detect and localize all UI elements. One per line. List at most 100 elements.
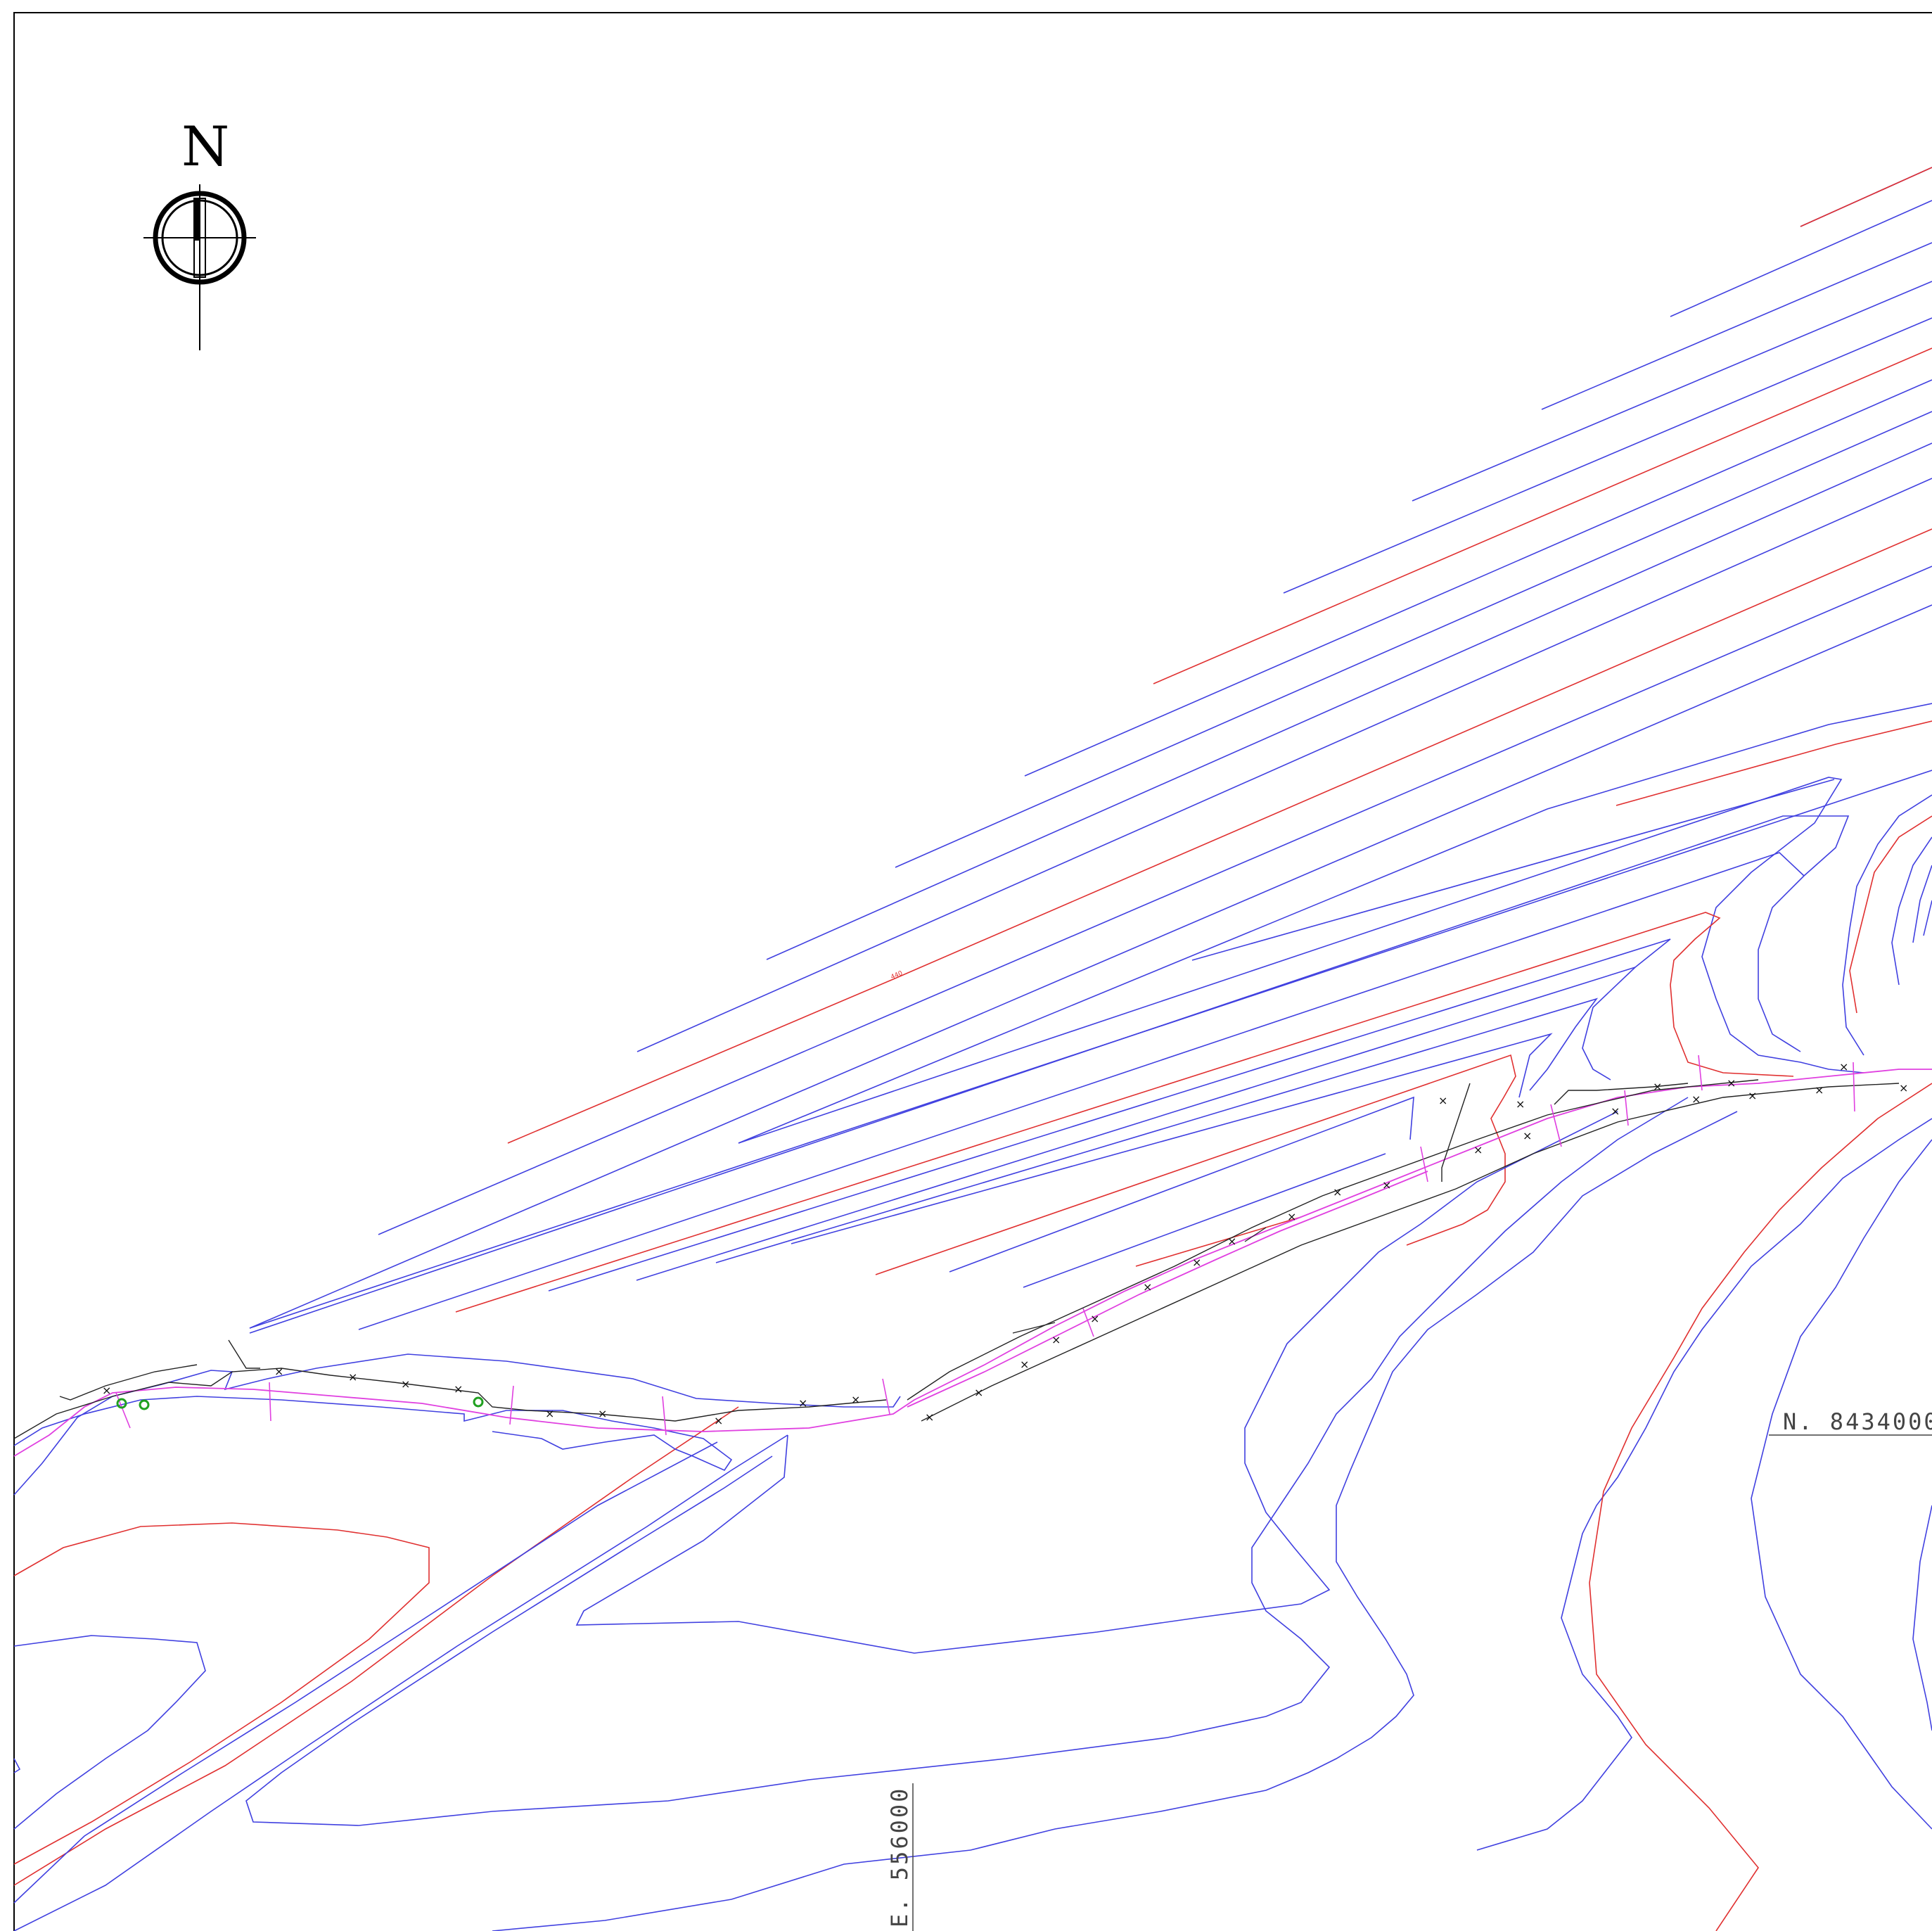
svg-text:×: ×: [274, 1365, 283, 1378]
fence-markers: ×× × × ×× ××× ××× ××× ××× ××× ××× ××× ××× …: [102, 1060, 1908, 1427]
contour-line: [715, 998, 1599, 1263]
contour-line: [791, 1033, 1553, 1244]
fence-line: [1554, 1083, 1689, 1105]
contour-line: [1751, 1139, 1932, 1830]
contour-line-major: [455, 912, 1794, 1313]
svg-text:×: ×: [545, 1407, 554, 1420]
contour-line: [13, 1441, 718, 1904]
contour-lines-east: [1842, 794, 1932, 1056]
contour-line: [249, 604, 1932, 1329]
contour-line: [738, 703, 1932, 1144]
contour-lines-upper: [249, 167, 1932, 1329]
contour-line: [1024, 379, 1932, 777]
fence-line: [921, 1083, 1900, 1422]
svg-text:×: ×: [1653, 1080, 1662, 1093]
contour-line: [575, 1111, 1618, 1654]
svg-text:×: ×: [1727, 1076, 1736, 1090]
svg-text:×: ×: [798, 1396, 807, 1410]
svg-text:×: ×: [1051, 1333, 1061, 1346]
svg-text:×: ×: [348, 1370, 357, 1384]
svg-text:×: ×: [851, 1393, 860, 1406]
svg-text:×: ×: [1815, 1083, 1824, 1097]
tree-icon: [139, 1399, 150, 1410]
contour-line-major: [1800, 167, 1932, 227]
easting-grid-label: E. 556000: [886, 1783, 914, 1931]
svg-text:×: ×: [1192, 1256, 1201, 1269]
contour-line: [1842, 794, 1932, 1056]
contour-line: [949, 1096, 1414, 1273]
contour-line: [548, 938, 1671, 1292]
svg-text:×: ×: [925, 1410, 934, 1424]
contour-line: [1670, 200, 1932, 317]
svg-text:×: ×: [1382, 1178, 1391, 1192]
tree-icons: [116, 1396, 484, 1410]
svg-text:×: ×: [1611, 1104, 1620, 1118]
contour-line: [1912, 865, 1932, 943]
contour-line: [1412, 281, 1932, 502]
svg-text:×: ×: [1516, 1097, 1525, 1111]
svg-text:×: ×: [1473, 1143, 1483, 1156]
contour-line: [378, 566, 1932, 1235]
contour-line: [358, 852, 1805, 1330]
svg-text:×: ×: [714, 1414, 723, 1427]
svg-text:×: ×: [1020, 1358, 1029, 1371]
svg-text:×: ×: [1333, 1185, 1342, 1199]
contour-line: [249, 815, 1850, 1334]
contour-line: [13, 1353, 901, 1496]
svg-text:×: ×: [1090, 1312, 1099, 1325]
contour-line: [1912, 1505, 1932, 1731]
contour-line: [245, 1097, 1689, 1826]
svg-text:×: ×: [1287, 1210, 1296, 1223]
tree-icon: [473, 1396, 484, 1408]
contour-elevation-label: 440: [890, 970, 904, 981]
contour-line: [1023, 1153, 1386, 1288]
svg-text:×: ×: [1227, 1235, 1236, 1248]
contour-line-major: [13, 1406, 739, 1886]
contour-line: [766, 442, 1932, 960]
svg-text:×: ×: [598, 1407, 607, 1420]
fence-line: [228, 1339, 260, 1369]
easting-label: E. 556000: [886, 1787, 913, 1927]
svg-text:×: ×: [1438, 1094, 1447, 1107]
fence-line: [1441, 1083, 1471, 1182]
fence-line: [59, 1364, 198, 1401]
north-arrow-icon: N: [143, 115, 256, 350]
contour-line-major: [1135, 1216, 1302, 1267]
svg-text:×: ×: [1523, 1129, 1532, 1142]
contour-line: [1923, 900, 1932, 936]
contour-line: [13, 1758, 21, 1773]
contour-line-major: [1589, 1083, 1932, 1931]
fence-line: [907, 1079, 1759, 1401]
contour-line: [636, 478, 1932, 1052]
contour-line: [1891, 836, 1932, 986]
contour-line-major: [1849, 815, 1932, 1014]
contour-line-major: [1616, 720, 1932, 806]
chainage-ticks: [115, 1054, 1855, 1436]
contour-line: [738, 777, 1864, 1144]
contour-lines-south: [13, 1083, 1932, 1931]
svg-text:×: ×: [401, 1377, 410, 1391]
contour-line: [1541, 242, 1932, 410]
svg-text:×: ×: [1899, 1081, 1908, 1095]
svg-text:×: ×: [974, 1386, 983, 1399]
contour-lines-valley: [249, 703, 1932, 1334]
contour-line-major: [13, 1522, 430, 1865]
contour-line: [492, 1111, 1738, 1931]
svg-text:×: ×: [454, 1382, 463, 1396]
contour-line: [895, 411, 1932, 868]
road-centerline: [907, 1171, 1428, 1408]
contour-line: [13, 1434, 788, 1931]
svg-text:×: ×: [1143, 1280, 1152, 1294]
svg-text:×: ×: [1748, 1089, 1757, 1102]
northing-label: N. 8434000: [1783, 1408, 1932, 1435]
road-corridor: [13, 1069, 1932, 1496]
northing-grid-label: N. 8434000: [1769, 1408, 1932, 1436]
tree-icon: [116, 1398, 127, 1409]
contour-line: [636, 967, 1636, 1281]
svg-text:×: ×: [102, 1384, 111, 1397]
contour-line-major: [1153, 348, 1932, 684]
contour-line: [13, 1396, 733, 1472]
road-centerline: [13, 1069, 1932, 1457]
contour-line: [1191, 779, 1835, 961]
contour-line-major: [507, 528, 1932, 1144]
